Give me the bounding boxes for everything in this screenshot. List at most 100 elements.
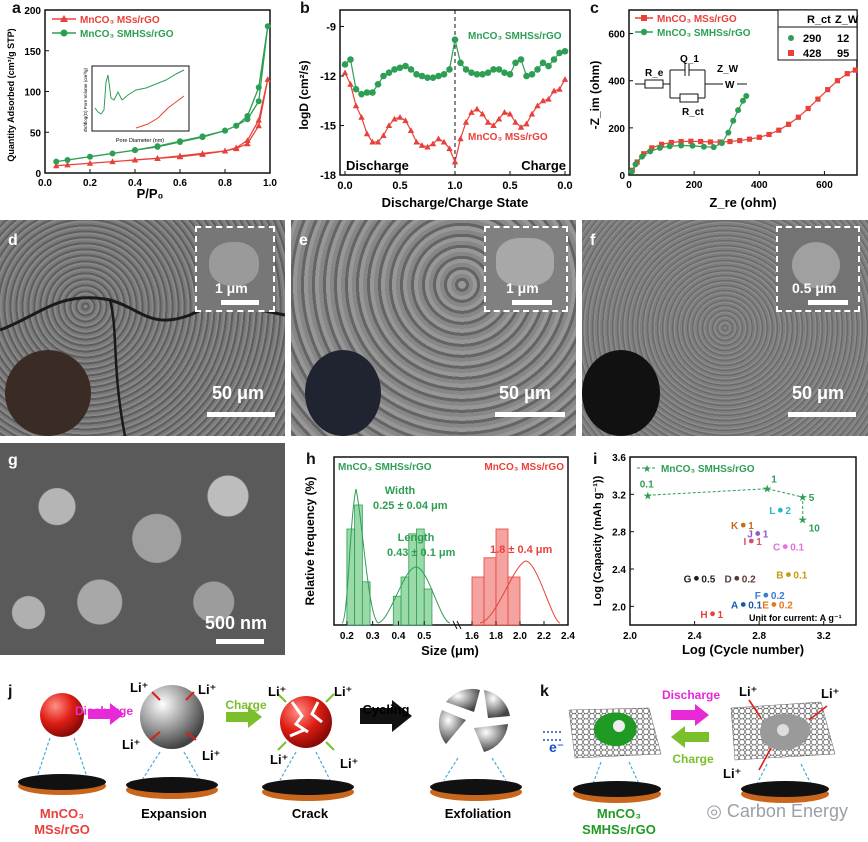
panel-i-label: i (593, 451, 598, 468)
panel-c-point (805, 105, 811, 112)
panel-c-xtick: 0 (626, 180, 632, 191)
panel-i-unit-note: Unit for current: A g⁻¹ (749, 613, 842, 623)
panel-c-point (678, 138, 684, 145)
panel-c-point (666, 143, 673, 150)
panel-k-li-3: Li⁺ (723, 766, 741, 781)
panel-k-electron: e⁻ (549, 739, 564, 755)
panel-a-point (255, 98, 262, 105)
panel-b-point (369, 138, 376, 145)
panel-c-point (656, 144, 663, 151)
panel-a-point (109, 150, 116, 157)
panel-i-ref-point (740, 602, 746, 607)
panel-i-ylabel: Log (Capacity (mAh g⁻¹)) (592, 475, 604, 606)
panel-h-chart: 0.2 0.3 0.4 0.5 1.6 1.8 2.0 2.2 2.4 MnCO₃ SMHSs/… (303, 456, 575, 658)
panel-a-ylabel: Quantity Adsorbed (cm³/g STP) (6, 28, 16, 161)
panel-i-ref-point (782, 544, 788, 549)
panel-b-xtick: 0.0 (337, 180, 352, 192)
panel-a-point (199, 133, 206, 140)
panel-k-sample-line2: SMHSs/rGO (582, 822, 656, 837)
panel-d-label: d (8, 232, 18, 249)
panel-a-point (199, 150, 206, 156)
panel-c-point (746, 136, 753, 142)
panel-c-point (647, 148, 654, 155)
panel-b-xtick: 0.5 (392, 180, 407, 192)
panel-c-ytick: 600 (608, 30, 625, 41)
panel-b-point (402, 117, 409, 124)
panel-k-charge: Charge (672, 752, 714, 766)
panel-b-legend-ms: MnCO₃ MSs/rGO (468, 132, 548, 143)
panel-a-xtick: 1.0 (263, 178, 277, 189)
panel-b-point (369, 89, 376, 96)
panel-b-point (396, 64, 404, 72)
panel-h-xtick: 0.4 (391, 631, 405, 642)
panel-c-point (737, 137, 743, 144)
panel-h-width-label: Width (385, 485, 416, 497)
panel-c-th-rct: R_ct (807, 14, 831, 26)
panel-c-point (678, 142, 685, 149)
panel-i-ytick: 2.4 (612, 565, 626, 576)
panel-k-discharge-arrow (671, 704, 709, 726)
panel-c-point (795, 114, 801, 120)
panel-b-point (396, 114, 404, 120)
panel-b-point (517, 123, 525, 130)
panel-b-point (363, 89, 371, 96)
panel-b-point (418, 72, 426, 80)
panel-b-point (457, 135, 464, 142)
panel-b-point (451, 36, 459, 43)
panel-b-ylabel: logD (cm²/s) (297, 60, 311, 129)
panel-b-point (495, 66, 503, 73)
panel-a-legend-ms: MnCO₃ MSs/rGO (80, 15, 160, 26)
panel-b-point (545, 95, 552, 102)
panel-b-point (391, 115, 398, 122)
panel-j-cycling: Cycling (363, 702, 410, 717)
panel-k-li-2: Li⁺ (821, 686, 839, 701)
panel-j-exfoliation: Exfoliation (445, 806, 512, 821)
panel-i-xtick: 2.0 (623, 631, 637, 642)
panel-h-width-bar (361, 581, 371, 626)
panel-j-expansion: Expansion (141, 806, 207, 821)
panel-j-charge: Charge (225, 698, 267, 712)
panel-c-point (641, 151, 647, 157)
panel-c-th-zw: Z_W (835, 14, 859, 26)
panel-b-label: b (300, 0, 310, 17)
panel-b-point (561, 76, 569, 82)
panel-b-point (490, 122, 497, 129)
panel-f-sem-image: 0.5 μm 50 μm (582, 220, 868, 436)
panel-i-ref-point (771, 602, 777, 607)
panel-h-xtick: 0.2 (340, 631, 354, 642)
panel-a-point (244, 116, 251, 123)
panel-b-point (418, 142, 426, 148)
panel-c-point (740, 97, 746, 104)
panel-c-point (756, 134, 762, 140)
panel-j-sphere-exfoliated (438, 688, 510, 752)
panel-h-ms-bar (471, 576, 485, 626)
panel-i-ytick: 3.6 (612, 453, 626, 464)
panel-h-xtick: 0.5 (417, 631, 431, 642)
panel-e-inset-scale: 1 μm (506, 280, 539, 296)
panel-h-axis-break (452, 620, 458, 630)
panel-i-main-label: 0.1 (640, 479, 654, 490)
panel-c-ytick: 0 (619, 171, 625, 182)
panel-h-ms-value: 1.8 ± 0.4 μm (490, 544, 553, 556)
panel-b-point (539, 59, 547, 67)
panel-b-point (534, 66, 541, 73)
panel-c-point (639, 153, 646, 160)
panel-a-point (221, 147, 229, 154)
panel-i-ref-point (734, 575, 740, 581)
panel-c-point (707, 139, 714, 145)
panel-c-point (649, 145, 655, 151)
panel-b-point (435, 72, 442, 80)
panel-a-legend-smhs: MnCO₃ SMHSs/rGO (80, 29, 174, 40)
panel-j-cycling-arrow (360, 700, 412, 732)
panel-c-point (730, 117, 737, 124)
panel-j-li-5: Li⁺ (268, 684, 286, 699)
panel-j-label: j (8, 683, 13, 700)
panel-k-charge-arrow (671, 726, 709, 748)
panel-c-series-line (631, 69, 856, 171)
panel-j-li-1: Li⁺ (130, 680, 148, 695)
panel-c-zw-2: 95 (837, 48, 849, 60)
panel-i-ref-id: A (731, 600, 738, 611)
panel-i-ref-id: D (725, 574, 732, 585)
panel-a-chart: 0.0 0.2 0.4 0.6 0.8 1.0 0 50 100 150 200 P/P₀ Quan… (6, 6, 277, 201)
panel-b-point (550, 87, 558, 94)
